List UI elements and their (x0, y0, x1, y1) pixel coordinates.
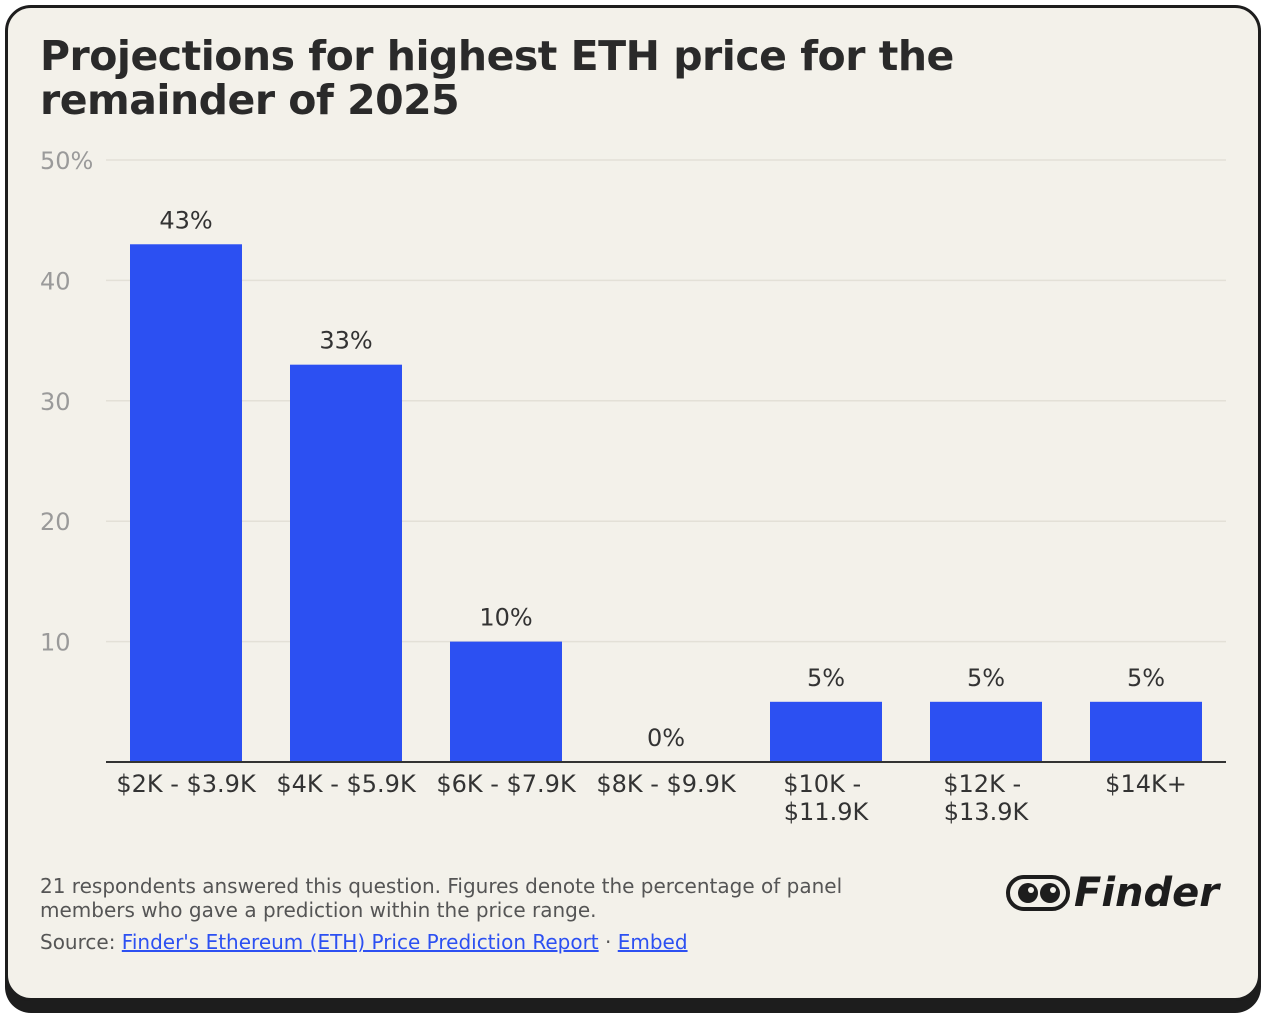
bar (290, 364, 402, 762)
y-tick-label: 50% (40, 147, 93, 175)
value-label: 43% (159, 206, 212, 234)
bar (450, 641, 562, 762)
x-tick-label: $6K - $7.9K (436, 770, 577, 798)
bar (130, 244, 242, 762)
chart-title: Projections for highest ETH price for th… (40, 34, 954, 124)
y-tick-label: 30 (40, 388, 71, 416)
source-line: Source: Finder's Ethereum (ETH) Price Pr… (40, 930, 688, 954)
footnote: 21 respondents answered this question. F… (40, 874, 843, 922)
bar (770, 701, 882, 762)
x-tick-label: $10K - $11.9K (783, 770, 869, 826)
value-label: 5% (967, 664, 1005, 692)
x-tick-label: $4K - $5.9K (276, 770, 417, 798)
logo-eyes (1006, 875, 1070, 911)
value-label: 10% (479, 604, 532, 632)
embed-link[interactable]: Embed (617, 930, 688, 954)
x-tick-label: $12K - $13.9K (943, 770, 1029, 826)
y-tick-label: 40 (40, 267, 71, 295)
y-tick-label: 20 (40, 508, 71, 536)
separator: · (605, 930, 612, 954)
value-label: 0% (647, 724, 685, 752)
logo: Finder (1006, 870, 1219, 916)
y-tick-label: 10 (40, 629, 71, 657)
x-tick-label: $8K - $9.9K (596, 770, 737, 798)
bar (930, 701, 1042, 762)
bar (1090, 701, 1202, 762)
x-tick-label: $2K - $3.9K (116, 770, 257, 798)
source-label: Source: (40, 930, 116, 954)
logo-text: Finder (1074, 870, 1219, 916)
source-link[interactable]: Finder's Ethereum (ETH) Price Prediction… (121, 930, 599, 954)
value-label: 5% (1127, 664, 1165, 692)
x-tick-label: $14K+ (1105, 770, 1187, 798)
value-label: 5% (807, 664, 845, 692)
value-label: 33% (319, 327, 372, 355)
title-box: Projections for highest ETH price for th… (40, 34, 954, 124)
